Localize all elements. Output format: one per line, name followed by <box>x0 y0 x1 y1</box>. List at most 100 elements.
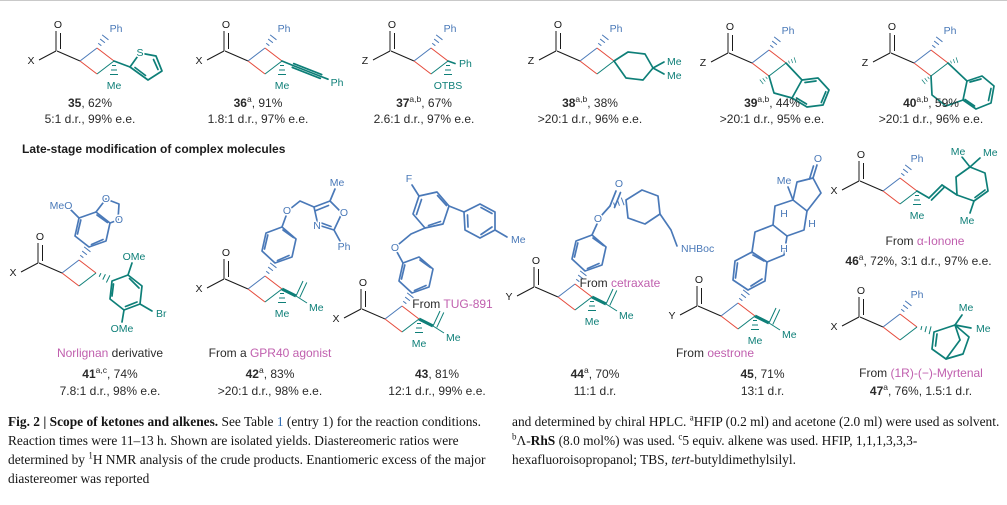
structure-42: X O Me Me O Me O N Ph <box>194 176 352 322</box>
atom-label: O <box>726 21 734 33</box>
atom-label: Me <box>667 56 682 68</box>
atom-label: O <box>222 19 230 31</box>
structure-41: X O MeO O O OMe Br OMe <box>8 192 169 337</box>
atom-label: O <box>340 207 348 219</box>
structure-36: X O Ph Me Ph <box>194 18 345 94</box>
atom-label: Ph <box>459 58 472 70</box>
compound-41-label: 41a,c, 74% <box>82 365 138 381</box>
atom-label: Ph <box>610 23 623 35</box>
compound-42-label: 42a, 83% <box>245 365 295 381</box>
atom-label: Me <box>910 210 925 222</box>
compound-46-source: From α-Ionone <box>885 234 965 248</box>
atom-label: Me <box>585 316 600 328</box>
atom-label: Z <box>528 55 535 67</box>
atom-label: Me <box>275 308 290 320</box>
section-header: Late-stage modification of complex molec… <box>22 142 286 156</box>
atom-label: NHBoc <box>681 243 714 255</box>
atom-label: Ph <box>782 25 795 37</box>
compound-35-label: 35, 62% <box>67 96 113 110</box>
structure-47: X O Ph Me Me <box>829 284 992 360</box>
compound-43-stats: 12:1 d.r., 99% e.e. <box>388 384 486 398</box>
atom-label: O <box>36 231 44 243</box>
structure-35: X O Ph Me S <box>26 18 163 94</box>
compound-42-stats: >20:1 d.r., 98% e.e. <box>217 384 323 398</box>
compound-39-label: 39a,b, 44% <box>744 94 800 110</box>
atom-label: OTBS <box>434 80 463 92</box>
compound-43-source: From TUG-891 <box>412 297 493 311</box>
compound-42-source: From a GPR40 agonist <box>208 346 332 360</box>
structure-40: Z O Ph <box>860 20 995 110</box>
atom-label: X <box>9 267 16 279</box>
structure-46: X O Ph Me Me Me Me <box>829 145 999 229</box>
structure-45: Y O Me Me O Me H H H <box>667 152 824 349</box>
atom-label: O <box>359 277 367 289</box>
atom-label: O <box>222 247 230 259</box>
compound-39-stats: >20:1 d.r., 95% e.e. <box>719 112 825 126</box>
atom-label: O <box>615 178 623 190</box>
compound-44-stats: 11:1 d.r. <box>573 384 617 398</box>
atom-label: Ph <box>338 241 351 253</box>
compound-43-label: 43, 81% <box>414 367 460 381</box>
compound-40-stats: >20:1 d.r., 96% e.e. <box>878 112 984 126</box>
compound-37-stats: 2.6:1 d.r., 97% e.e. <box>373 112 475 126</box>
compound-38-stats: >20:1 d.r., 96% e.e. <box>537 112 643 126</box>
atom-label: Me <box>951 146 966 158</box>
compound-41-source: Norlignan derivative <box>56 346 164 360</box>
atom-label: H <box>808 218 816 230</box>
atom-label: Me <box>275 80 290 92</box>
atom-label: Me <box>976 323 991 335</box>
atom-label: O <box>283 205 291 217</box>
atom-label: X <box>830 185 837 197</box>
atom-label: Me <box>777 175 792 187</box>
atom-label: Y <box>505 291 512 303</box>
compound-44-source: From cetraxate <box>579 276 661 290</box>
atom-label: Ph <box>110 23 123 35</box>
atom-label: OMe <box>111 323 134 335</box>
compound-45-source: From oestrone <box>675 346 755 360</box>
atom-label: S <box>136 47 143 59</box>
atom-label: X <box>332 313 339 325</box>
atom-label: Me <box>960 215 975 227</box>
compound-45-label: 45, 71% <box>740 367 785 381</box>
atom-label: Me <box>959 302 974 314</box>
atom-label: Me <box>412 338 427 350</box>
atom-label: Z <box>700 57 707 69</box>
atom-label: O <box>695 274 703 286</box>
atom-label: Me <box>511 234 526 246</box>
compound-45-stats: 13:1 d.r. <box>740 384 785 398</box>
atom-label: X <box>195 283 202 295</box>
atom-label: O <box>102 193 110 205</box>
atom-label: O <box>594 213 602 225</box>
compound-47-label: 47a, 76%, 1.5:1 d.r. <box>869 382 973 398</box>
atom-label: F <box>406 173 412 185</box>
atom-label: O <box>532 255 540 267</box>
atom-label: Z <box>362 55 369 67</box>
compound-41-stats: 7.8:1 d.r., 98% e.e. <box>59 384 161 398</box>
atom-label: N <box>313 220 321 232</box>
caption-left: Fig. 2 | Scope of ketones and alkenes. S… <box>8 414 486 486</box>
atom-label: MeO <box>50 200 73 212</box>
atom-label: Me <box>330 177 345 189</box>
structure-38: Z O Ph Me Me <box>526 18 683 84</box>
atom-label: Me <box>667 70 682 82</box>
atom-label: Me <box>782 329 797 341</box>
structure-37: Z O Ph Ph OTBS <box>360 18 473 94</box>
table-1-link[interactable]: 1 <box>276 414 284 429</box>
atom-label: X <box>27 55 34 67</box>
atom-label: O <box>814 153 822 165</box>
atom-label: X <box>195 55 202 67</box>
atom-label: O <box>888 21 896 33</box>
structure-39: Z O Ph <box>698 20 830 108</box>
caption-title: Fig. 2 | Scope of ketones and alkenes. <box>8 414 219 429</box>
compound-36-label: 36a, 91% <box>233 94 283 110</box>
structure-44: Y O Me Me O O NHBoc <box>504 177 716 330</box>
atom-label: H <box>780 208 788 220</box>
atom-label: Me <box>446 332 461 344</box>
atom-label: O <box>388 19 396 31</box>
atom-label: OMe <box>123 251 146 263</box>
atom-label: Ph <box>278 23 291 35</box>
atom-label: O <box>391 242 399 254</box>
section-divider <box>0 0 1007 1</box>
atom-label: Me <box>748 335 763 347</box>
